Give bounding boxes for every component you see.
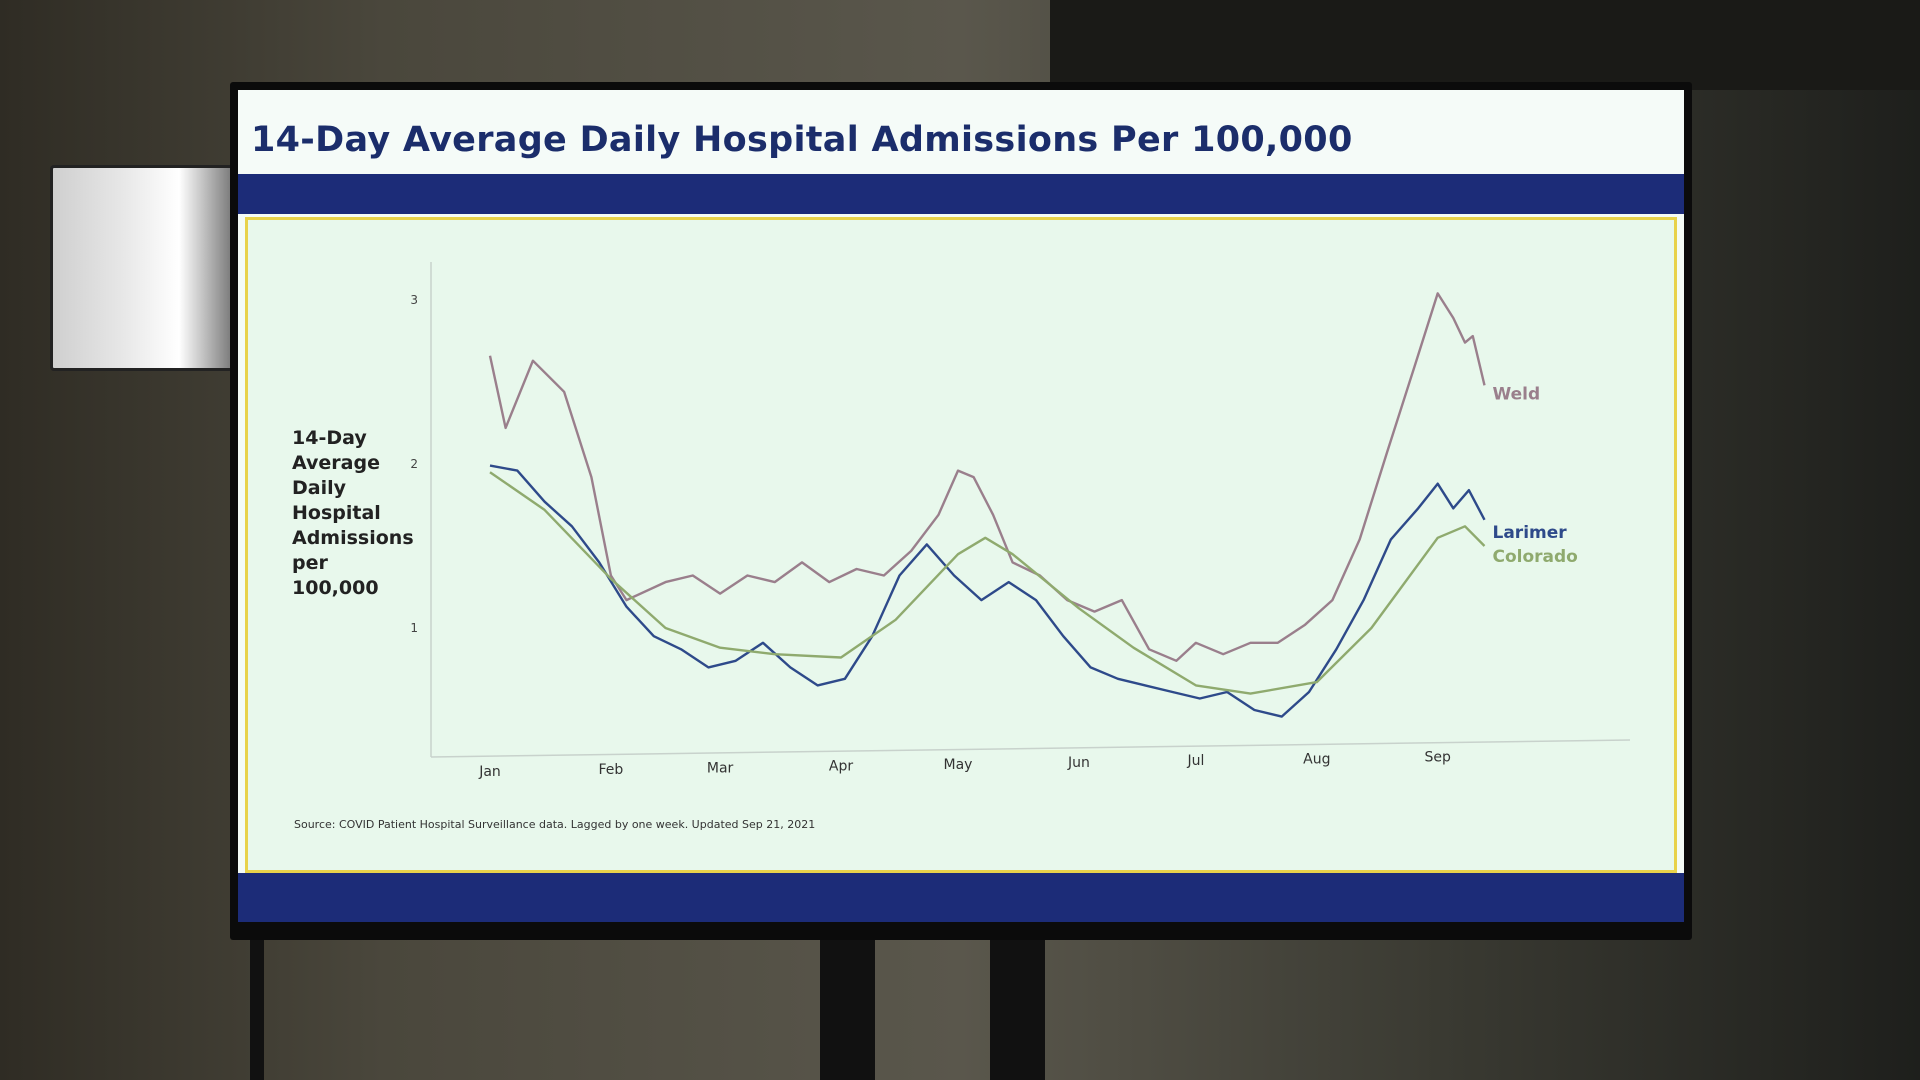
x-axis-line	[430, 739, 1631, 758]
y-tick-label: 1	[410, 621, 418, 635]
series-label-colorado: Colorado	[1493, 547, 1578, 567]
y-axis-title-line: per	[292, 552, 328, 574]
series-label-larimer: Larimer	[1493, 523, 1568, 543]
y-axis-title-line: 14-Day	[292, 427, 367, 449]
x-tick-label: Mar	[707, 760, 734, 776]
footer-band	[238, 873, 1684, 922]
y-axis-title-line: Average	[292, 452, 380, 474]
header-band	[238, 174, 1684, 214]
slide-header: 14-Day Average Daily Hospital Admissions…	[238, 90, 1684, 174]
source-note: Source: COVID Patient Hospital Surveilla…	[294, 818, 815, 831]
series-label-weld: Weld	[1493, 384, 1541, 404]
y-axis-title: 14-Day Average Daily Hospital Admissions per 1…	[292, 427, 414, 599]
x-tick-label: May	[944, 757, 973, 773]
x-tick-label: Aug	[1303, 751, 1330, 767]
x-tick-label: Feb	[599, 762, 624, 778]
y-tick-label: 3	[410, 293, 418, 307]
x-tick-label: Apr	[829, 759, 853, 775]
studio-light	[50, 165, 236, 371]
series-line-colorado	[489, 471, 1486, 695]
x-tick-label: Jul	[1186, 753, 1204, 769]
slide-title: 14-Day Average Daily Hospital Admissions…	[251, 120, 1353, 160]
background-wall	[1050, 0, 1920, 90]
series-line-weld	[488, 292, 1486, 662]
tv-monitor: 14-Day Average Daily Hospital Admissions…	[230, 82, 1692, 940]
y-tick-label: 2	[410, 457, 418, 471]
y-axis-title-line: Admissions	[292, 527, 414, 549]
y-axis-title-line: Daily	[292, 477, 347, 499]
monitor-stand-leg	[250, 940, 264, 1080]
slide: 14-Day Average Daily Hospital Admissions…	[238, 90, 1684, 922]
x-tick-label: Sep	[1425, 750, 1452, 766]
x-tick-label: Jan	[478, 764, 501, 780]
monitor-stand-post	[990, 940, 1045, 1080]
series-line-larimer	[489, 464, 1486, 718]
x-tick-label: Jun	[1067, 755, 1090, 771]
chart-panel	[245, 217, 1677, 873]
y-axis-title-line: Hospital	[292, 502, 381, 524]
monitor-stand-post	[820, 940, 875, 1080]
y-axis-title-line: 100,000	[292, 577, 379, 599]
